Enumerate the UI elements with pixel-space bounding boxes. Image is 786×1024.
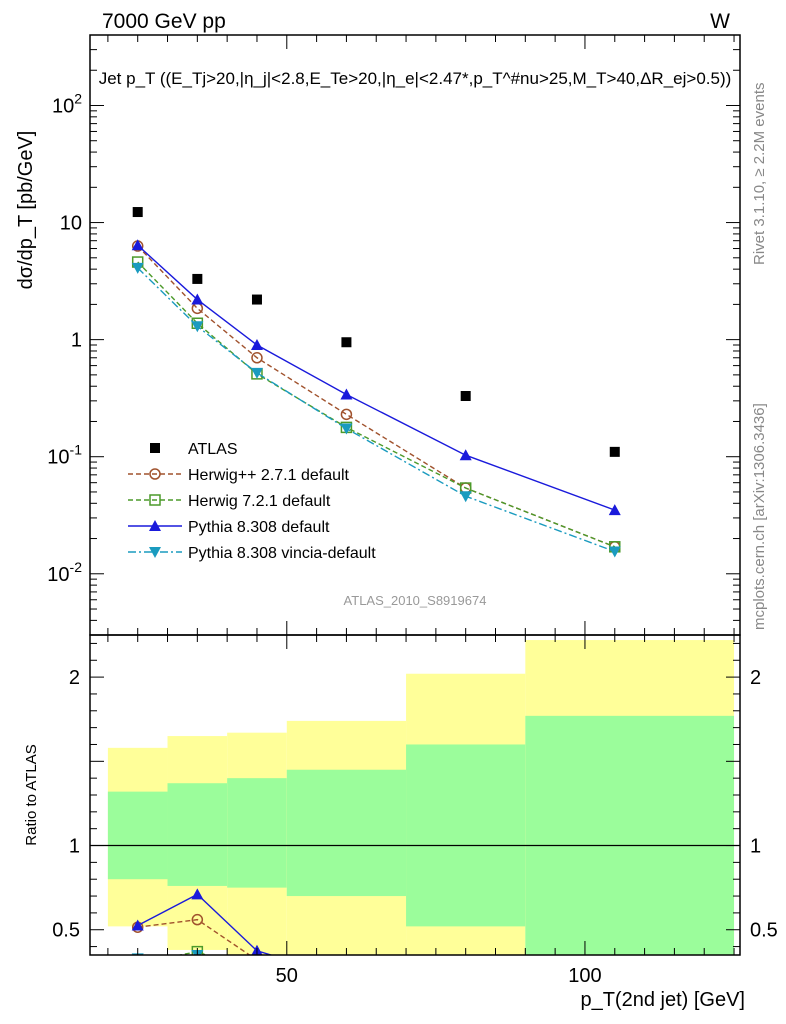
band-inner-0 [107,791,168,880]
legend-marker-0 [150,443,160,453]
main-point-0-1 [192,273,203,284]
ratio-point-1-0 [133,958,143,968]
ratio-point-1-2 [252,970,262,980]
band-inner-5 [525,715,735,955]
ratio-bands [90,640,740,955]
main-ytick-label-1: 10-1 [47,442,82,469]
main-point-0-2 [251,294,262,305]
main-title-text: Jet p_T ((E_Tj>20,|η_j|<2.8,E_Te>20,|η_e… [99,69,732,88]
legend: ATLAS Herwig++ 2.7.1 default Herwig 7.2.1 … [128,441,376,562]
legend-label-0: ATLAS [188,441,238,458]
ratio-xtick-label-1: 100 [568,965,601,987]
ratio-xlabel: p_T(2nd jet) [GeV] [580,989,745,1011]
legend-label-3: Pythia 8.308 default [188,519,330,536]
main-point-3-3 [340,388,353,400]
main-title: Jet p_T ((E_Tj>20,|η_j|<2.8,E_Te>20,|η_e… [99,69,732,88]
main-point-4-0 [131,262,144,274]
legend-label-2: Herwig 7.2.1 default [188,493,331,510]
legend-marker-4 [149,547,161,558]
axes: 10-2 10-1 1 10 102 50 100 0.5 0.5 1 1 2 2 [47,34,778,987]
legend-marker-1 [149,468,161,480]
main-point-4-1 [191,321,204,333]
main-point-3-0 [131,239,144,251]
band-inner-4 [406,744,526,927]
main-line-3 [137,244,616,511]
band-inner-2 [227,778,287,888]
main-point-4-5 [608,546,621,558]
ratio-ytick-label-right-0: 0.5 [750,920,778,942]
main-line-2 [137,261,616,548]
header-left: 7000 GeV pp [102,10,226,33]
header-right: W [710,10,730,33]
main-point-4-2 [250,367,263,379]
ratio-ytick-label-right-1: 1 [750,836,761,858]
ratio-line-3 [184,954,200,955]
main-point-3-5 [608,504,621,516]
ratio-ytick-label-left-2: 2 [69,667,80,689]
main-point-0-5 [609,446,620,457]
main-ylabel: dσ/dp_T [pb/GeV] [15,131,37,290]
legend-marker-3 [149,520,161,531]
ratio-xtick-label-0: 50 [276,965,298,987]
legend-marker-2 [149,494,161,506]
ratio-line-2 [137,893,274,955]
ratio-ytick-label-left-0: 0.5 [52,920,80,942]
ratio-point-2-0 [131,919,144,931]
ratio-line-0 [137,918,251,955]
main-ytick-label-0: 10-2 [47,559,82,586]
ratio-point-3-2 [251,972,263,983]
main-point-1-2 [251,352,263,364]
main-point-0-3 [341,337,352,348]
main-point-4-4 [459,491,472,503]
watermark: ATLAS_2010_S8919674 [344,593,487,608]
main-ytick-label-4: 102 [52,90,82,117]
main-point-3-1 [191,293,204,305]
main-series [131,207,621,558]
main-ytick-label-2: 1 [71,330,82,352]
ratio-point-0-1 [191,913,204,926]
main-ytick-label-3: 10 [60,213,82,235]
legend-label-4: Pythia 8.308 vincia-default [188,545,376,562]
main-point-0-4 [460,391,471,402]
ratio-point-2-1 [191,888,204,900]
main-point-0-0 [132,207,143,218]
main-point-1-1 [191,302,204,315]
ratio-ylabel: Ratio to ATLAS [23,744,40,845]
ratio-point-0-2 [254,954,260,955]
band-inner-1 [167,783,228,886]
main-point-3-2 [250,338,263,350]
mcplots-label: mcplots.cern.ch [arXiv:1306.3436] [751,403,768,630]
main-line-4 [137,267,616,553]
band-inner-3 [286,769,407,897]
main-point-1-3 [340,408,353,421]
rivet-label: Rivet 3.1.10, ≥ 2.2M events [751,83,768,266]
legend-label-1: Herwig++ 2.7.1 default [188,467,350,484]
ratio-ytick-label-left-1: 1 [69,836,80,858]
main-point-4-3 [340,423,353,435]
ratio-ytick-label-right-2: 2 [750,667,761,689]
main-point-3-4 [459,449,472,461]
